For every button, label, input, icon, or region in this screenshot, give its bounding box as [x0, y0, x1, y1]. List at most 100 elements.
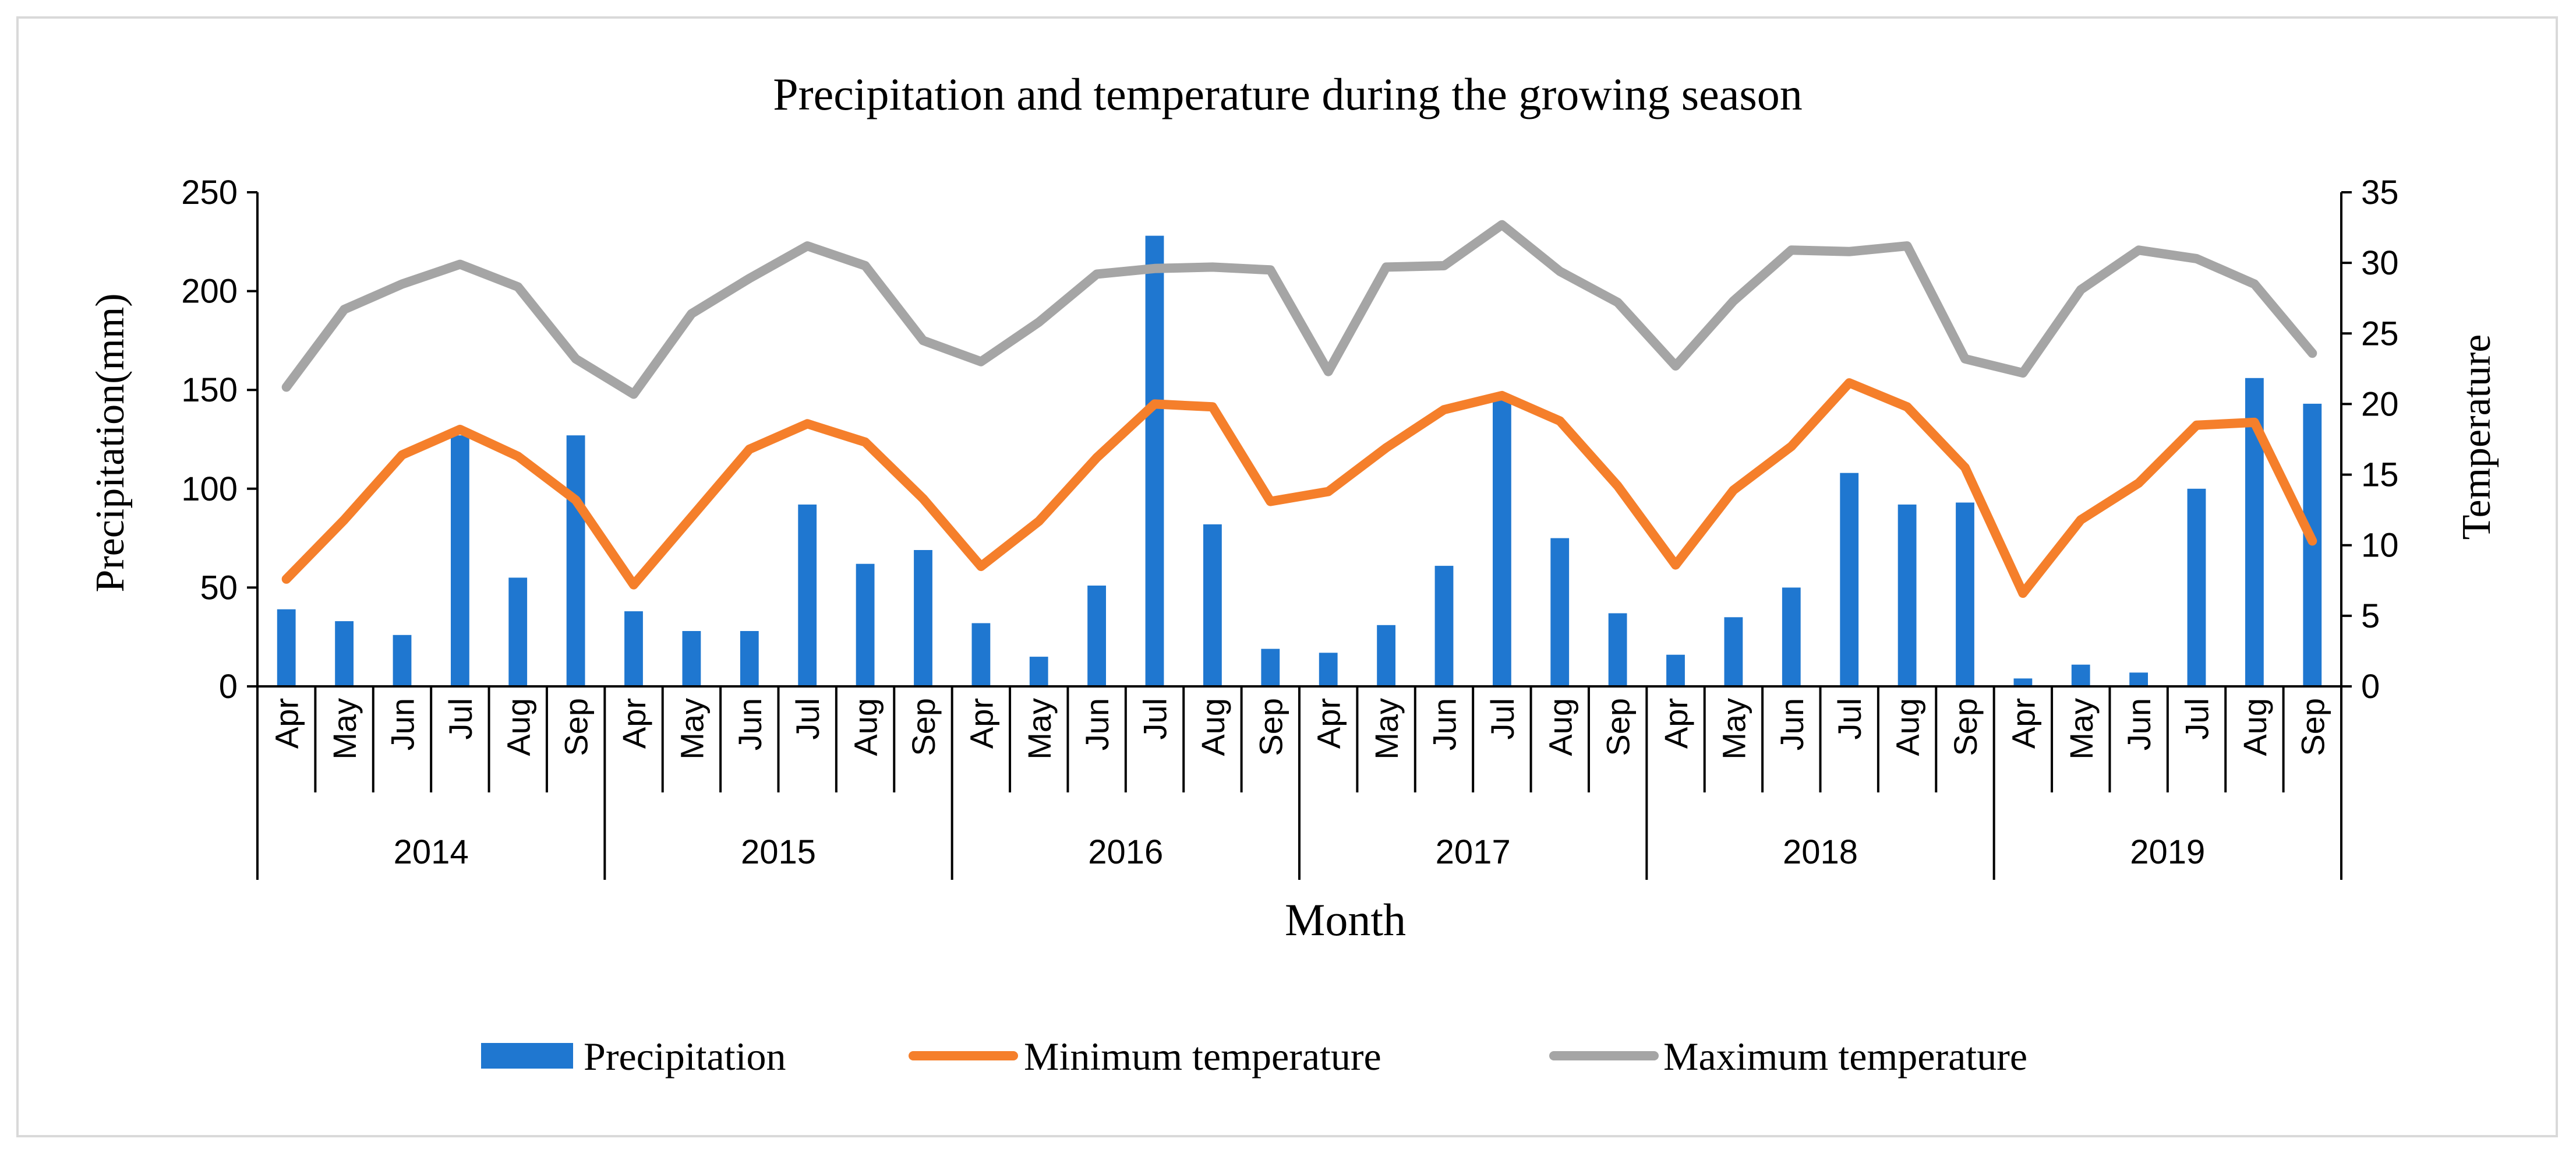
y-tick-label: 250 — [181, 174, 238, 212]
precipitation-bar — [1145, 235, 1164, 687]
month-label: Sep — [2294, 698, 2331, 756]
month-label: Apr — [1310, 698, 1347, 749]
year-label: 2014 — [394, 833, 469, 871]
precipitation-bar — [914, 550, 932, 686]
month-label: Jun — [1426, 698, 1463, 750]
month-label: Jul — [442, 698, 479, 740]
precipitation-bar — [1319, 653, 1338, 686]
y-axis-title: Precipitation(mm) — [88, 293, 133, 592]
month-label: Jul — [2179, 698, 2215, 740]
month-label: Sep — [558, 698, 595, 756]
y2-tick-label: 25 — [2361, 315, 2399, 353]
precipitation-bar — [393, 635, 412, 686]
legend-label: Precipitation — [584, 1034, 786, 1079]
month-label: Apr — [616, 698, 652, 749]
year-label: 2017 — [1436, 833, 1511, 871]
year-label: 2018 — [1783, 833, 1858, 871]
precipitation-bar — [1087, 586, 1106, 686]
precipitation-bar — [1956, 502, 1974, 686]
precipitation-bar — [798, 504, 817, 686]
legend-label: Minimum temperature — [1024, 1034, 1381, 1079]
precipitation-bar — [2071, 664, 2090, 686]
month-label: Jul — [789, 698, 826, 740]
month-label: Aug — [2236, 698, 2273, 756]
plot-area: 0 50 100 150 200 250 0 5 10 15 20 25 30 35 Apr May Jun Ju… — [181, 174, 2399, 880]
month-label: Jun — [2121, 698, 2157, 750]
precipitation-bar — [1724, 617, 1743, 686]
month-label: May — [1021, 698, 1058, 760]
precipitation-bar — [1840, 473, 1859, 686]
precipitation-bar — [335, 621, 354, 686]
y-tick-label: 0 — [219, 668, 238, 706]
y2-tick-label: 30 — [2361, 244, 2399, 282]
month-label: May — [673, 698, 710, 760]
month-label: Sep — [1252, 698, 1289, 756]
precipitation-bar — [2013, 678, 2033, 686]
legend-swatch-precipitation — [481, 1043, 573, 1069]
month-label: Jul — [1137, 698, 1174, 740]
maximum-temperature-line — [281, 220, 2317, 399]
chart-frame — [16, 16, 2558, 1137]
month-label: Aug — [847, 698, 884, 756]
precipitation-bar — [1261, 649, 1280, 686]
precipitation-bar — [1493, 397, 1511, 686]
month-label: Jul — [1831, 698, 1868, 740]
month-label: Apr — [963, 698, 999, 749]
precipitation-bar — [1203, 524, 1222, 686]
precipitation-bar — [856, 563, 875, 686]
y2-tick-label: 5 — [2361, 597, 2380, 635]
precipitation-bar — [1608, 613, 1627, 686]
y-tick-label: 150 — [181, 371, 238, 409]
y-tick-label: 50 — [200, 569, 238, 607]
year-label: 2016 — [1088, 833, 1163, 871]
y2-tick-label: 0 — [2361, 668, 2380, 706]
legend: Precipitation Minimum temperature Maximum … — [481, 1034, 2027, 1079]
month-label: Aug — [1542, 698, 1578, 756]
precipitation-bar — [2187, 488, 2206, 686]
precipitation-bar — [277, 609, 296, 686]
month-label: May — [326, 698, 363, 760]
month-label: Jun — [384, 698, 421, 750]
legend-label: Maximum temperature — [1663, 1034, 2027, 1079]
y-tick-label: 100 — [181, 470, 238, 508]
chart-title: Precipitation and temperature during the… — [773, 69, 1803, 119]
month-label: Jul — [1484, 698, 1521, 740]
month-label: May — [2063, 698, 2100, 760]
precipitation-bar — [971, 623, 991, 686]
precipitation-bar — [682, 631, 701, 686]
month-label: Apr — [1658, 698, 1694, 749]
month-label: Sep — [1600, 698, 1637, 756]
y2-tick-label: 35 — [2361, 174, 2399, 212]
precipitation-bar — [1377, 625, 1395, 686]
y2-tick-label: 15 — [2361, 456, 2399, 494]
year-label: 2019 — [2130, 833, 2205, 871]
month-label: Sep — [905, 698, 942, 756]
y2-axis-title: Temperature — [2454, 334, 2499, 540]
month-label: Apr — [268, 698, 305, 749]
month-label: May — [1715, 698, 1752, 760]
precipitation-bar — [1434, 566, 1454, 686]
precipitation-bar — [508, 577, 528, 686]
month-label: Aug — [1889, 698, 1926, 756]
month-label: May — [1368, 698, 1405, 760]
month-label: Aug — [1195, 698, 1231, 756]
month-label: Jun — [1079, 698, 1115, 750]
month-label: Apr — [2005, 698, 2041, 749]
precipitation-bar — [1897, 504, 1917, 686]
precipitation-bar — [624, 611, 643, 686]
precipitation-bar — [1666, 654, 1685, 686]
year-label: 2015 — [741, 833, 816, 871]
x-axis-title: Month — [1285, 894, 1406, 945]
precipitation-bar — [451, 435, 469, 686]
precipitation-bar — [740, 631, 759, 686]
precipitation-bar — [566, 435, 585, 686]
y2-tick-label: 10 — [2361, 527, 2399, 565]
precipitation-bar — [2129, 672, 2148, 686]
precipitation-bar — [1029, 657, 1048, 686]
month-label: Jun — [1773, 698, 1810, 750]
precipitation-bar — [1782, 587, 1801, 686]
precipitation-bar — [1550, 538, 1570, 686]
y2-tick-label: 20 — [2361, 385, 2399, 423]
minimum-temperature-line — [281, 378, 2317, 598]
